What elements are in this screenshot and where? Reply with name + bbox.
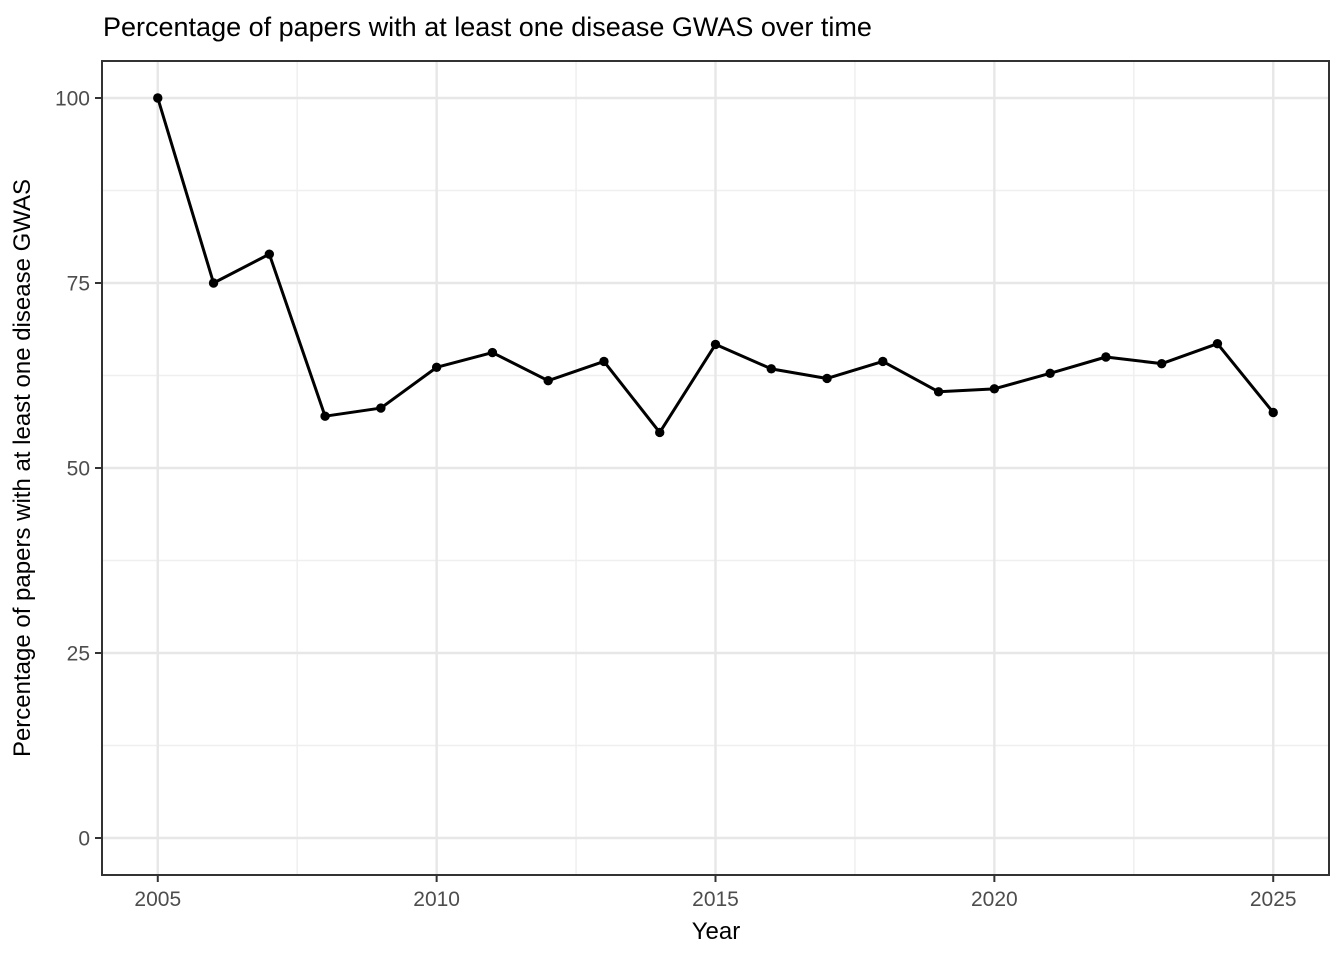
x-tick-label: 2025	[1250, 888, 1297, 911]
chart-title: Percentage of papers with at least one d…	[103, 12, 872, 42]
data-point	[1268, 407, 1278, 418]
data-point	[1156, 358, 1167, 369]
y-axis-title: Percentage of papers with at least one d…	[9, 179, 36, 757]
data-point	[989, 384, 1000, 394]
data-point	[822, 373, 832, 384]
data-point	[933, 387, 944, 397]
data-point	[766, 364, 776, 374]
data-point	[599, 356, 609, 367]
data-point	[320, 411, 330, 421]
data-point	[1212, 338, 1223, 349]
x-tick-label: 2015	[692, 888, 739, 911]
y-tick-label: 0	[78, 828, 90, 851]
x-tick-label: 2010	[413, 888, 460, 911]
data-point	[1101, 352, 1111, 362]
x-tick-label: 2020	[971, 888, 1018, 911]
data-point	[543, 375, 553, 386]
data-point	[487, 347, 498, 358]
y-tick-label: 75	[67, 273, 90, 296]
data-point	[153, 93, 163, 103]
x-axis-title: Year	[692, 918, 741, 945]
y-tick-label: 25	[67, 643, 90, 666]
y-tick-label: 50	[67, 458, 90, 481]
data-point	[264, 249, 275, 259]
plot-panel: 2005 2010 2015 2020 2025 0 25 50 75 100	[55, 60, 1330, 911]
data-point	[376, 403, 386, 413]
y-tick-label: 100	[55, 88, 90, 111]
x-tick-label: 2005	[134, 888, 181, 911]
data-point	[431, 362, 442, 373]
data-point	[655, 427, 665, 438]
data-point	[208, 278, 219, 288]
data-point	[1045, 368, 1055, 378]
data-point	[710, 339, 721, 350]
data-point	[878, 356, 888, 367]
